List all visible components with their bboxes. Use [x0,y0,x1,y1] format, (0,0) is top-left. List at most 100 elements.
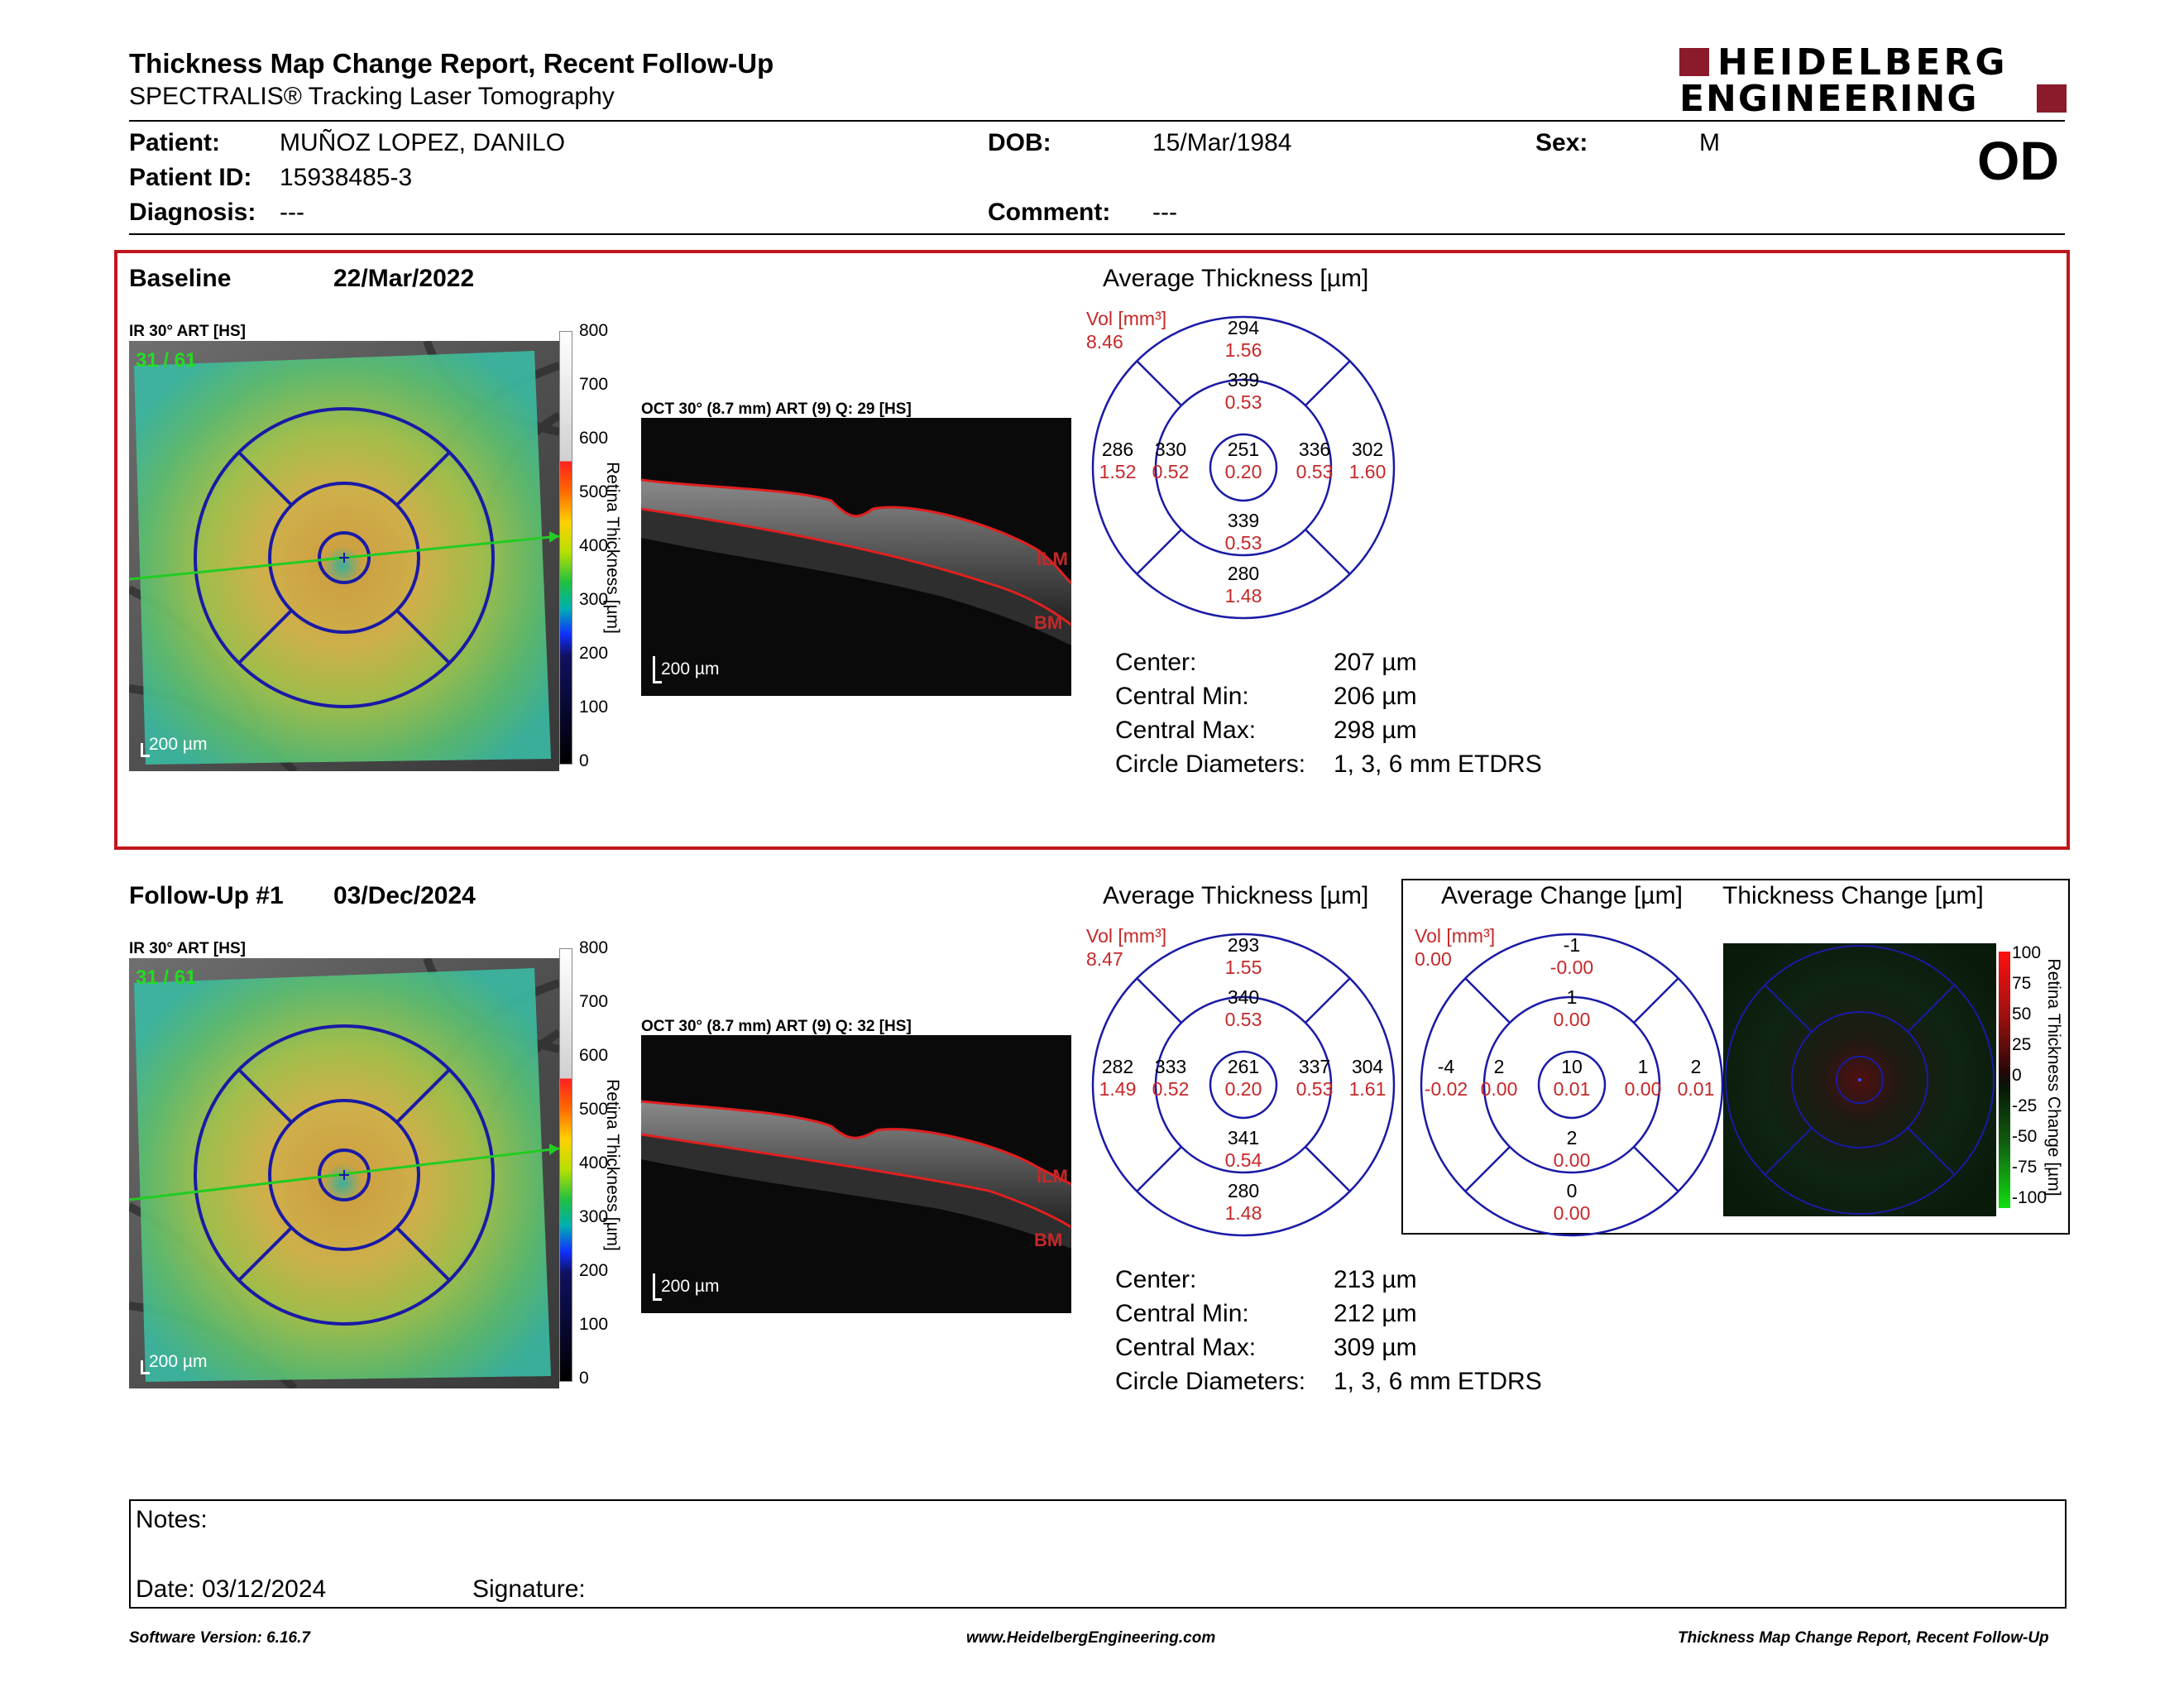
baseline-ilm-label: ILM [1037,549,1068,569]
change-colorbar-ticks: 100 75 50 25 0 -25 -50 -75 -100 [2012,943,2048,1216]
comment-value: --- [1152,199,1177,226]
change-tick-m75: -75 [2012,1158,2038,1177]
dob-value: 15/Mar/1984 [1152,129,1292,156]
baseline-ir-caption: IR 30° ART [HS] [129,323,246,340]
logo-line1: HEIDELBERG [1717,41,2009,84]
patient-value: MUÑOZ LOPEZ, DANILO [280,129,566,156]
baseline-etdrs-grid: 294 1.56 339 0.53 286 1.52 330 0.52 251 0.20 … [1090,314,1396,621]
baseline-oct-svg [641,478,1071,645]
followup-center-vol: 0.20 [1224,1078,1262,1100]
followup-colorbar-label: Retina Thickness [µm] [603,1079,622,1251]
baseline-inner-top-thick: 339 [1227,369,1260,391]
baseline-overlay-counter: 31 / 61 [136,349,197,372]
baseline-stat-max-label: Central Max: [1115,717,1257,744]
baseline-outer-left-vol: 1.52 [1099,461,1137,482]
followup-stat-min-label: Central Min: [1115,1300,1249,1327]
baseline-inner-left-vol: 0.52 [1152,461,1190,482]
followup-label: Follow-Up #1 [129,882,284,909]
followup-stat-min-value: 212 µm [1334,1300,1417,1327]
baseline-inner-left: 330 0.52 [1150,439,1191,483]
footer-website: www.HeidelbergEngineering.com [966,1629,1216,1647]
followup-tick-300: 300 [579,1207,609,1226]
followup-inner-left-vol: 0.52 [1152,1078,1190,1100]
followup-tick-600: 600 [579,1046,609,1065]
followup-etdrs-grid: 293 1.55 340 0.53 282 1.49 333 0.52 261 0.20 … [1090,932,1396,1238]
baseline-tick-600: 600 [579,429,609,448]
change-tick-75: 75 [2012,974,2032,993]
baseline-tick-300: 300 [579,590,609,609]
baseline-fundus-svg [129,341,559,771]
baseline-center: 251 0.20 [1223,439,1264,483]
followup-outer-bottom-thick: 280 [1227,1180,1260,1201]
baseline-colorbar [559,331,572,765]
baseline-outer-left-thick: 286 [1101,439,1134,460]
change-tick-m100: -100 [2012,1188,2048,1207]
baseline-tick-500: 500 [579,482,609,501]
change-colorbar [1999,952,2010,1208]
followup-oct-svg [641,1100,1071,1249]
change-colorbar-label: Retina Thickness Change [µm] [2044,958,2063,1196]
diagnosis-label: Diagnosis: [129,199,256,226]
baseline-inner-top-vol: 0.53 [1224,391,1262,413]
change-tick-25: 25 [2012,1035,2032,1054]
followup-inner-right: 337 0.53 [1294,1056,1335,1101]
diagnosis-value: --- [280,199,304,226]
baseline-stat-min-label: Central Min: [1115,683,1249,710]
dob-label: DOB: [988,129,1051,156]
change-outer-bottom: 0 0.00 [1551,1180,1592,1225]
change-inner-bottom-thick: 2 [1566,1127,1578,1149]
followup-inner-top-vol: 0.53 [1224,1009,1262,1030]
followup-inner-right-vol: 0.53 [1296,1078,1334,1100]
followup-outer-right: 304 1.61 [1347,1056,1388,1101]
change-inner-right-thick: 1 [1637,1056,1649,1077]
change-outer-left-vol: -0.02 [1424,1078,1468,1100]
baseline-tick-400: 400 [579,536,609,555]
baseline-inner-left-thick: 330 [1154,439,1187,460]
followup-bm-label: BM [1034,1230,1063,1250]
followup-outer-bottom: 280 1.48 [1223,1180,1264,1225]
followup-outer-left-vol: 1.49 [1099,1078,1137,1100]
patient-id-value: 15938485-3 [280,164,413,191]
baseline-outer-bottom-vol: 1.48 [1224,585,1262,607]
followup-tick-400: 400 [579,1153,609,1172]
followup-outer-top: 293 1.55 [1223,934,1264,979]
followup-stat-diam-value: 1, 3, 6 mm ETDRS [1334,1368,1542,1395]
followup-outer-left-thick: 282 [1101,1056,1134,1077]
change-inner-right-vol: 0.00 [1624,1078,1662,1100]
followup-outer-right-vol: 1.61 [1348,1078,1387,1100]
notes-label: Notes: [136,1506,208,1533]
baseline-tick-800: 800 [579,321,609,340]
change-vol-label: Vol [mm³] [1415,925,1496,947]
followup-colorbar [559,948,572,1382]
baseline-stat-diam-label: Circle Diameters: [1115,750,1306,778]
baseline-oct-image: ILM BM 200 µm [641,418,1071,696]
baseline-center-vol: 0.20 [1224,461,1262,482]
logo-line2: ENGINEERING [1679,78,1979,120]
baseline-vol-value: 8.46 [1086,331,1123,352]
heidelberg-logo: HEIDELBERG ENGINEERING [1679,41,2068,120]
sex-value: M [1699,129,1720,156]
change-tick-m25: -25 [2012,1096,2038,1115]
followup-inner-left-thick: 333 [1154,1056,1187,1077]
baseline-inner-bottom: 339 0.53 [1223,510,1264,554]
change-tick-m50: -50 [2012,1127,2038,1146]
followup-stat-center-label: Center: [1115,1266,1197,1293]
patient-divider [129,233,2065,235]
followup-etdrs-svg [1091,933,1396,1237]
baseline-outer-right: 302 1.60 [1347,439,1388,483]
followup-overlay-counter: 31 / 61 [136,966,197,989]
baseline-inner-right-thick: 336 [1298,439,1331,460]
followup-tick-200: 200 [579,1261,609,1280]
change-outer-top-thick: -1 [1563,934,1581,956]
thickness-change-map [1723,943,1996,1216]
followup-tick-700: 700 [579,992,609,1011]
change-vol-value: 0.00 [1415,948,1452,970]
change-center-thick: 10 [1561,1056,1583,1077]
baseline-bm-label: BM [1034,612,1063,633]
change-inner-left: 2 0.00 [1478,1056,1520,1101]
sex-label: Sex: [1535,129,1588,156]
baseline-tick-200: 200 [579,644,609,663]
change-outer-right: 2 0.01 [1675,1056,1717,1101]
baseline-label: Baseline [129,265,232,292]
baseline-colorbar-ticks: 800 700 600 500 400 300 200 100 0 [579,321,612,770]
